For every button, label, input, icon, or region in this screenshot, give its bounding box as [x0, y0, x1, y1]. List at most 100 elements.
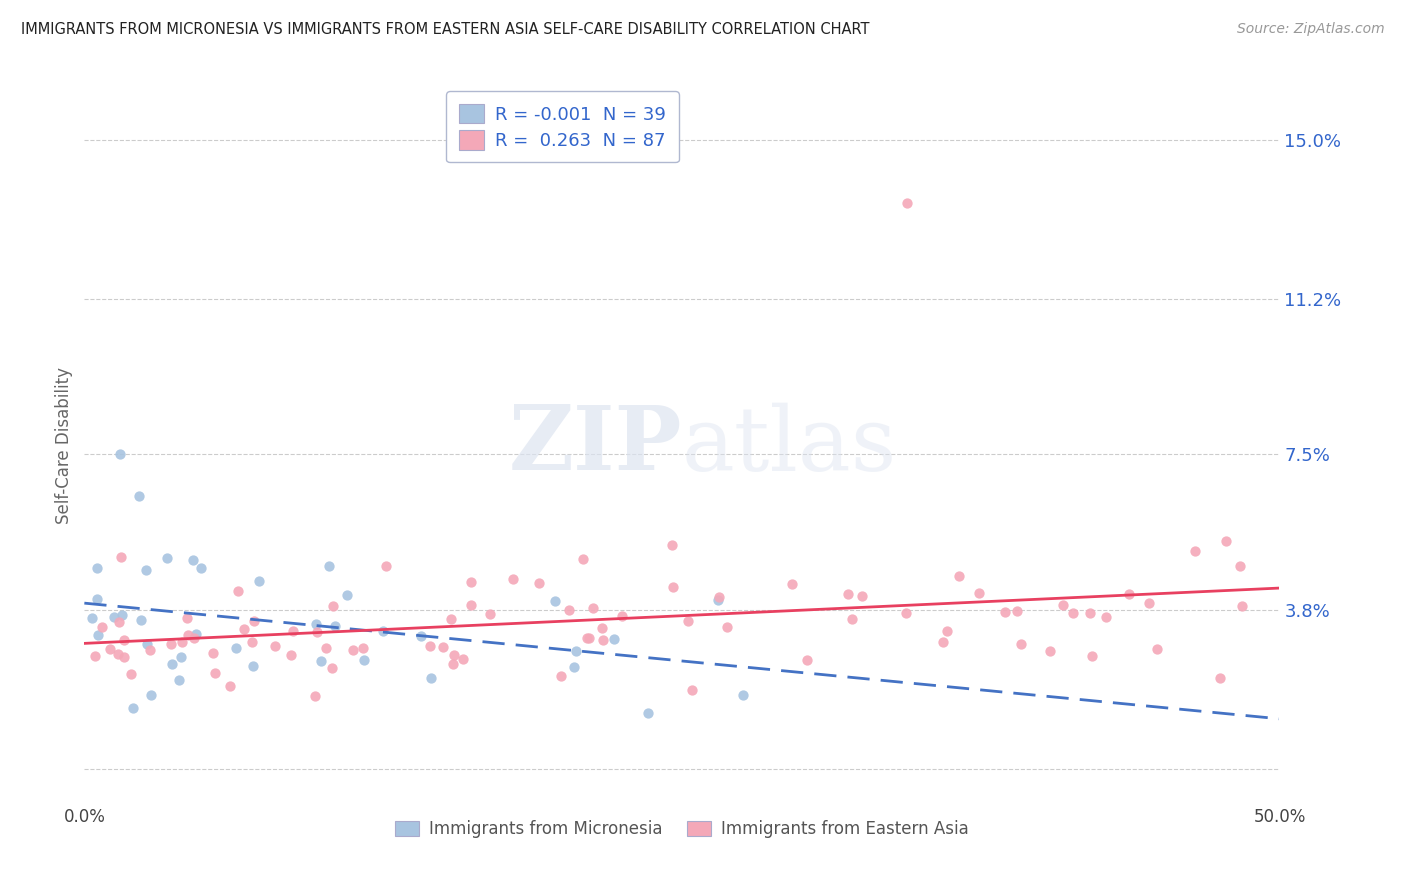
- Point: [1039, 644, 1062, 658]
- Point: [896, 195, 918, 210]
- Point: [219, 679, 242, 693]
- Point: [851, 589, 873, 603]
- Point: [572, 552, 595, 566]
- Point: [336, 588, 359, 602]
- Point: [225, 640, 247, 655]
- Point: [160, 637, 183, 651]
- Point: [1078, 606, 1101, 620]
- Point: [108, 447, 131, 461]
- Point: [591, 620, 613, 634]
- Point: [242, 658, 264, 673]
- Point: [440, 612, 463, 626]
- Point: [139, 642, 162, 657]
- Point: [544, 594, 567, 608]
- Point: [502, 573, 524, 587]
- Point: [204, 665, 226, 680]
- Point: [315, 641, 337, 656]
- Point: [135, 637, 157, 651]
- Point: [128, 489, 150, 503]
- Point: [1062, 606, 1084, 620]
- Point: [931, 634, 953, 648]
- Point: [948, 569, 970, 583]
- Point: [373, 624, 395, 638]
- Point: [264, 640, 287, 654]
- Point: [98, 642, 121, 657]
- Point: [460, 575, 482, 590]
- Point: [796, 653, 818, 667]
- Point: [321, 661, 343, 675]
- Point: [309, 654, 332, 668]
- Point: [190, 560, 212, 574]
- Point: [419, 639, 441, 653]
- Point: [167, 673, 190, 688]
- Point: [1229, 559, 1251, 574]
- Point: [305, 625, 328, 640]
- Point: [103, 609, 125, 624]
- Point: [352, 640, 374, 655]
- Point: [1094, 610, 1116, 624]
- Point: [676, 614, 699, 628]
- Point: [782, 576, 804, 591]
- Point: [86, 592, 108, 607]
- Point: [1118, 587, 1140, 601]
- Point: [80, 610, 103, 624]
- Point: [1146, 642, 1168, 657]
- Text: ZIP: ZIP: [509, 402, 682, 490]
- Point: [232, 623, 254, 637]
- Point: [637, 706, 659, 720]
- Point: [578, 631, 600, 645]
- Point: [582, 600, 605, 615]
- Point: [183, 631, 205, 645]
- Point: [353, 653, 375, 667]
- Point: [1209, 671, 1232, 685]
- Point: [322, 599, 344, 614]
- Point: [170, 650, 193, 665]
- Point: [994, 605, 1017, 619]
- Point: [226, 583, 249, 598]
- Point: [86, 561, 108, 575]
- Point: [662, 580, 685, 594]
- Point: [129, 613, 152, 627]
- Point: [681, 682, 703, 697]
- Point: [374, 558, 396, 573]
- Point: [112, 650, 135, 665]
- Point: [160, 657, 183, 672]
- Point: [247, 574, 270, 589]
- Point: [479, 607, 502, 621]
- Point: [110, 549, 132, 564]
- Point: [565, 644, 588, 658]
- Point: [1184, 544, 1206, 558]
- Point: [841, 611, 863, 625]
- Point: [202, 646, 225, 660]
- Point: [460, 598, 482, 612]
- Point: [716, 620, 738, 634]
- Point: [896, 606, 918, 620]
- Point: [176, 611, 198, 625]
- Point: [156, 551, 179, 566]
- Point: [1215, 534, 1237, 549]
- Point: [610, 609, 633, 624]
- Point: [87, 627, 110, 641]
- Point: [305, 616, 328, 631]
- Point: [576, 631, 599, 645]
- Point: [1052, 598, 1074, 612]
- Point: [603, 632, 626, 647]
- Point: [107, 647, 129, 661]
- Point: [304, 690, 326, 704]
- Point: [281, 624, 304, 638]
- Point: [432, 640, 454, 654]
- Point: [420, 671, 443, 685]
- Point: [280, 648, 302, 662]
- Point: [112, 633, 135, 648]
- Point: [411, 629, 433, 643]
- Point: [733, 688, 755, 702]
- Point: [967, 586, 990, 600]
- Point: [183, 553, 205, 567]
- Point: [1007, 604, 1029, 618]
- Point: [562, 659, 585, 673]
- Point: [1230, 599, 1253, 613]
- Point: [558, 603, 581, 617]
- Point: [441, 657, 464, 672]
- Point: [120, 666, 142, 681]
- Point: [111, 608, 134, 623]
